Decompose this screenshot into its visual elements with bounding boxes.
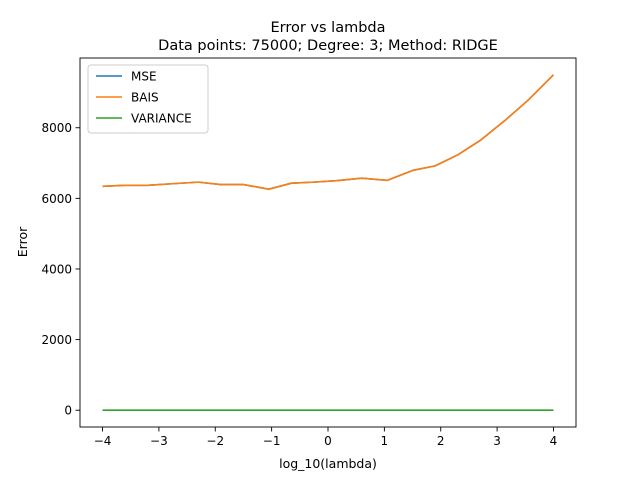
y-tick-label: 2000 [41, 333, 72, 347]
y-axis-label: Error [15, 226, 30, 257]
x-tick-label: −4 [94, 434, 112, 448]
x-tick-label: 4 [550, 434, 558, 448]
x-tick-label: 1 [381, 434, 389, 448]
chart-title: Error vs lambda [270, 20, 385, 36]
x-tick-label: 0 [324, 434, 332, 448]
series-line-bais [102, 74, 555, 190]
x-tick-label: 3 [493, 434, 501, 448]
series-layer [102, 74, 555, 411]
x-tick-label: −1 [263, 434, 281, 448]
y-tick-label: 8000 [41, 121, 72, 135]
legend-label-bais: BAIS [131, 91, 159, 105]
legend-label-mse: MSE [131, 70, 157, 84]
chart-subtitle: Data points: 75000; Degree: 3; Method: R… [158, 38, 498, 54]
legend-label-variance: VARIANCE [131, 112, 192, 126]
legend-box [87, 64, 209, 134]
x-tick-label: 2 [437, 434, 445, 448]
x-tick-label: −3 [150, 434, 168, 448]
legend: MSE BAIS VARIANCE [87, 64, 209, 134]
y-tick-label: 4000 [41, 262, 72, 276]
y-tick-label: 0 [64, 404, 72, 418]
x-tick-label: −2 [206, 434, 224, 448]
axis-layer: −4 −3 −2 −1 0 1 2 3 4 0 2000 4000 6000 8000 [41, 57, 577, 448]
y-tick-label: 6000 [41, 192, 72, 206]
x-axis-label: log_10(lambda) [279, 456, 377, 471]
